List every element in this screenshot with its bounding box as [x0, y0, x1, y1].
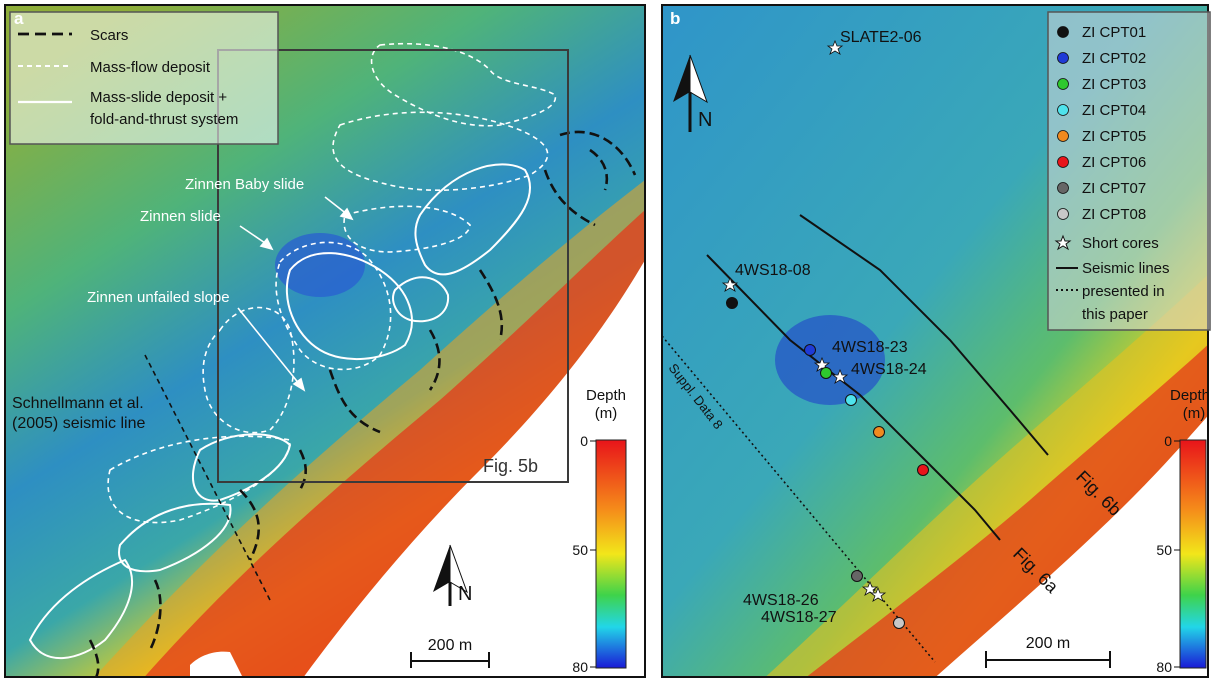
legend-seismic-label-1: Seismic lines: [1082, 260, 1170, 277]
legend-seismic-label-2: presented in: [1082, 283, 1165, 300]
north-arrow-a: N: [433, 544, 472, 606]
label-4ws18-23: 4WS18-23: [832, 339, 908, 356]
depth-title-b-2: (m): [1183, 405, 1206, 422]
label-schnellmann-2: (2005) seismic line: [12, 415, 145, 432]
north-label-a: N: [458, 583, 472, 605]
cpt01-point: [726, 297, 738, 309]
label-arrows-a: [237, 196, 354, 392]
label-fig5b: Fig. 5b: [483, 456, 538, 476]
legend-cpt-swatch: [1057, 130, 1069, 142]
legend-cpt-swatch: [1057, 182, 1069, 194]
label-4ws18-24: 4WS18-24: [851, 361, 927, 378]
depth-tick-a-50: 50: [572, 542, 588, 558]
north-label-b: N: [698, 109, 712, 131]
legend-cpt-swatch: [1057, 208, 1069, 220]
legend-mass-flow-label: Mass-flow deposit: [90, 59, 211, 76]
north-arrow-b: N: [673, 54, 712, 132]
label-4ws18-08: 4WS18-08: [735, 262, 811, 279]
cpt04-point: [845, 394, 857, 406]
slide-depression-b: [775, 315, 885, 405]
mass-slide-deposits-a: [28, 163, 531, 659]
label-zinnen-unfailed-slope: Zinnen unfailed slope: [87, 289, 230, 306]
legend-cpt-label: ZI CPT03: [1082, 76, 1146, 93]
depth-tick-b-0: 0: [1164, 433, 1172, 449]
core-slate2-06: [826, 39, 844, 55]
depth-tick-b-80: 80: [1156, 659, 1172, 675]
land-a: [303, 260, 645, 677]
legend-short-cores-label: Short cores: [1082, 235, 1159, 252]
scale-label-a: 200 m: [428, 637, 472, 654]
panel-b-frame: [661, 4, 1209, 678]
legend-cpt-swatch: [1057, 78, 1069, 90]
core-4ws18-26: [861, 580, 879, 596]
core-4ws18-27: [869, 586, 887, 602]
cpt03-point: [820, 367, 832, 379]
core-4ws18-08: [721, 276, 739, 292]
legend-mass-slide-label-2: fold-and-thrust system: [90, 111, 238, 128]
legend-cpt-swatch: [1057, 26, 1069, 38]
legend-cpt-label: ZI CPT04: [1082, 102, 1146, 119]
label-zinnen-baby-slide: Zinnen Baby slide: [185, 176, 304, 193]
label-4ws18-27: 4WS18-27: [761, 609, 837, 626]
panel-a-letter: a: [14, 9, 24, 28]
depth-title-b-1: Depth: [1170, 387, 1210, 404]
legend-b-box: [1047, 11, 1211, 331]
panel-b-letter: b: [670, 9, 680, 28]
label-4ws18-26: 4WS18-26: [743, 592, 819, 609]
scale-bar-b: 200 m: [985, 635, 1111, 668]
depth-legend-b: Depth (m) 0 50 80: [1156, 387, 1210, 675]
seismic-line-6b: [799, 214, 1049, 456]
panel-a-frame: [4, 4, 646, 678]
cpt05-point: [873, 426, 885, 438]
cpt07-point: [851, 570, 863, 582]
schnellmann-seismic-line: [144, 354, 271, 601]
scale-bar-a: 200 m: [410, 637, 490, 668]
depth-title-a-1: Depth: [586, 387, 626, 404]
mass-flow-deposits-a: [107, 42, 556, 524]
land-b: [935, 415, 1208, 677]
legend-cpt-label: ZI CPT07: [1082, 180, 1146, 197]
legend-cpt-label: ZI CPT08: [1082, 206, 1146, 223]
core-4ws18-24: [831, 368, 849, 384]
depth-title-a-2: (m): [595, 405, 618, 422]
land-notch-a: [190, 651, 243, 677]
scale-label-b: 200 m: [1026, 635, 1070, 652]
legend-cpt-swatch: [1057, 156, 1069, 168]
depth-tick-a-80: 80: [572, 659, 588, 675]
legend-cpt-label: ZI CPT02: [1082, 50, 1146, 67]
panel-a: [5, 5, 645, 677]
cpt-legend: ZI CPT01 ZI CPT02 ZI CPT03 ZI CPT04 ZI CPT05…: [1057, 24, 1146, 223]
cpt-points: [726, 297, 929, 629]
legend-b: ZI CPT01 ZI CPT02 ZI CPT03 ZI CPT04 ZI CPT05…: [1047, 11, 1211, 331]
legend-seismic-label-3: this paper: [1082, 306, 1148, 323]
legend-a: Scars Mass-flow deposit Mass-slide depos…: [9, 11, 279, 145]
seismic-line-6a: [706, 254, 1001, 541]
seismic-line-suppl: [662, 335, 936, 663]
depth-tick-b-50: 50: [1156, 542, 1172, 558]
legend-mass-slide-label-1: Mass-slide deposit +: [90, 89, 227, 106]
depth-bar-b: [1179, 439, 1207, 669]
label-slate2-06: SLATE2-06: [840, 29, 922, 46]
label-zinnen-slide: Zinnen slide: [140, 208, 221, 225]
cpt06-point: [917, 464, 929, 476]
legend-cpt-label: ZI CPT01: [1082, 24, 1146, 41]
cpt08-point: [893, 617, 905, 629]
legend-star-icon: [1054, 234, 1072, 251]
fig5b-box: [217, 49, 569, 483]
depth-tick-a-0: 0: [580, 433, 588, 449]
depth-legend-a: Depth (m) 0 50 80: [572, 387, 627, 675]
legend-scars-label: Scars: [90, 27, 128, 44]
label-schnellmann-1: Schnellmann et al.: [12, 395, 144, 412]
depth-bar-a: [595, 439, 627, 669]
legend-cpt-label: ZI CPT05: [1082, 128, 1146, 145]
legend-cpt-label: ZI CPT06: [1082, 154, 1146, 171]
legend-cpt-swatch: [1057, 104, 1069, 116]
cpt02-point: [804, 344, 816, 356]
scars-a: [88, 130, 637, 677]
legend-cpt-swatch: [1057, 52, 1069, 64]
